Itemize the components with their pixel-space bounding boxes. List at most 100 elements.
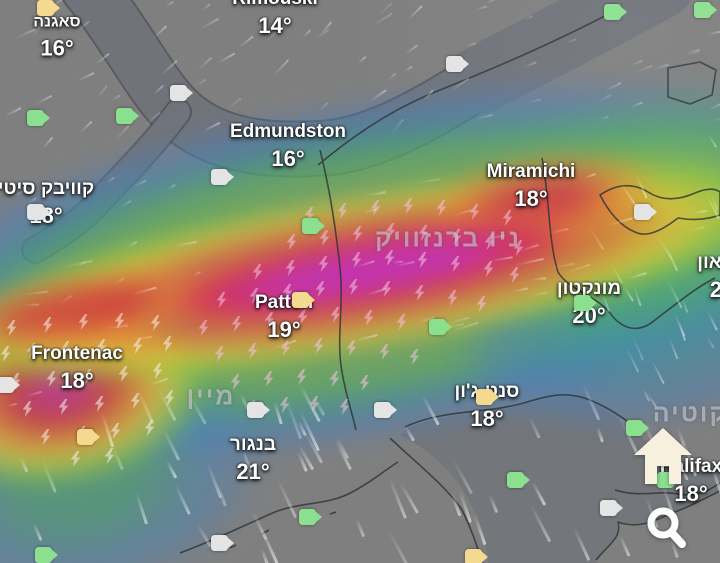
webcam-icon[interactable] xyxy=(247,402,270,418)
webcam-icon[interactable] xyxy=(170,85,193,101)
lightning-icon xyxy=(264,312,275,328)
webcam-icon[interactable] xyxy=(302,218,325,234)
lightning-icon xyxy=(216,292,227,308)
webcam-icon[interactable] xyxy=(574,295,597,311)
lightning-icon xyxy=(384,250,395,266)
webcam-lens xyxy=(318,220,325,232)
lightning-icon xyxy=(42,317,53,333)
webcam-icon[interactable] xyxy=(116,108,139,124)
webcam-icon[interactable] xyxy=(634,204,657,220)
lightning-icon xyxy=(286,234,297,250)
webcam-icon[interactable] xyxy=(77,429,100,445)
webcam-lens xyxy=(308,294,315,306)
lightning-icon xyxy=(296,369,307,385)
lightning-icon xyxy=(513,240,524,256)
webcam-icon[interactable] xyxy=(27,204,50,220)
city-label[interactable]: טאון 2 xyxy=(697,253,720,301)
webcam-icon[interactable] xyxy=(465,549,488,563)
webcam-icon[interactable] xyxy=(476,389,499,405)
webcam-body xyxy=(604,4,621,20)
webcam-body xyxy=(446,56,463,72)
city-label[interactable]: Rimouski 14° xyxy=(232,0,318,37)
webcam-icon[interactable] xyxy=(299,509,322,525)
webcam-icon[interactable] xyxy=(292,292,315,308)
lightning-icon xyxy=(164,390,175,406)
lightning-icon xyxy=(162,336,173,352)
lightning-icon xyxy=(70,451,81,467)
city-label[interactable]: בנגור 21° xyxy=(230,435,276,483)
webcam-body xyxy=(299,509,316,525)
city-label[interactable]: Frontenac 18° xyxy=(31,344,123,392)
lightning-icon xyxy=(363,310,374,326)
webcam-lens xyxy=(227,171,234,183)
webcam-icon[interactable] xyxy=(211,535,234,551)
webcam-icon[interactable] xyxy=(507,472,530,488)
fundy-north-coast xyxy=(404,394,639,429)
webcam-body xyxy=(429,319,446,335)
webcam-body xyxy=(292,292,309,308)
webcam-lens xyxy=(263,404,270,416)
lightning-icon xyxy=(447,290,458,306)
city-label[interactable]: Edmundston 16° xyxy=(230,122,346,170)
webcam-icon[interactable] xyxy=(211,169,234,185)
webcam-body xyxy=(600,500,617,516)
lightning-icon xyxy=(417,252,428,268)
webcam-body xyxy=(37,0,54,16)
lightning-icon xyxy=(309,396,320,412)
lightning-icon xyxy=(297,309,308,325)
lightning-icon xyxy=(469,204,480,220)
lightning-icon xyxy=(285,260,296,276)
webcam-icon[interactable] xyxy=(446,56,469,72)
home-icon xyxy=(634,428,692,484)
webcam-body xyxy=(211,169,228,185)
lightning-icon xyxy=(450,256,461,272)
temperature-label: 19° xyxy=(267,317,301,342)
webcam-body xyxy=(626,420,643,436)
webcam-icon[interactable] xyxy=(37,0,60,16)
webcam-icon[interactable] xyxy=(27,110,50,126)
lightning-icon xyxy=(304,207,315,223)
lightning-icon xyxy=(315,281,326,297)
webcam-icon[interactable] xyxy=(35,547,58,563)
lightning-icon xyxy=(313,338,324,354)
pei-outline xyxy=(599,184,720,235)
webcam-body xyxy=(27,204,44,220)
webcam-icon[interactable] xyxy=(694,2,717,18)
webcam-icon[interactable] xyxy=(429,319,452,335)
city-name: Edmundston xyxy=(229,121,347,142)
webcam-body xyxy=(0,377,14,393)
city-label[interactable]: Miramichi 18° xyxy=(487,162,576,210)
lightning-icon xyxy=(359,375,370,391)
lightning-icon xyxy=(6,320,17,336)
lightning-icon xyxy=(104,448,115,464)
webcam-lens xyxy=(132,110,139,122)
webcam-lens xyxy=(650,206,657,218)
home-button[interactable] xyxy=(630,422,696,494)
lightning-icon xyxy=(280,340,291,356)
lightning-icon xyxy=(110,423,121,439)
search-button[interactable] xyxy=(642,503,690,551)
lightning-icon xyxy=(414,285,425,301)
lightning-icon xyxy=(60,341,71,357)
webcam-icon[interactable] xyxy=(0,377,20,393)
lightning-icon xyxy=(279,397,290,413)
lightning-icon xyxy=(339,399,350,415)
lightning-icon xyxy=(263,371,274,387)
webcam-icon[interactable] xyxy=(604,4,627,20)
lightning-icon xyxy=(351,252,362,268)
webcam-icon[interactable] xyxy=(374,402,397,418)
lightning-icon xyxy=(330,307,341,323)
temperature-label: 21° xyxy=(236,459,270,484)
webcam-body xyxy=(694,2,711,18)
lightning-icon xyxy=(348,279,359,295)
lightning-icon xyxy=(26,343,37,359)
webcam-icon[interactable] xyxy=(626,420,649,436)
city-label[interactable]: סאגנה 16° xyxy=(33,14,80,60)
nb-west-border xyxy=(319,149,357,431)
lightning-icon xyxy=(58,399,69,415)
city-name: מונקטון xyxy=(556,278,622,299)
webcam-lens xyxy=(51,549,58,561)
webcam-lens xyxy=(616,502,623,514)
webcam-icon[interactable] xyxy=(600,500,623,516)
